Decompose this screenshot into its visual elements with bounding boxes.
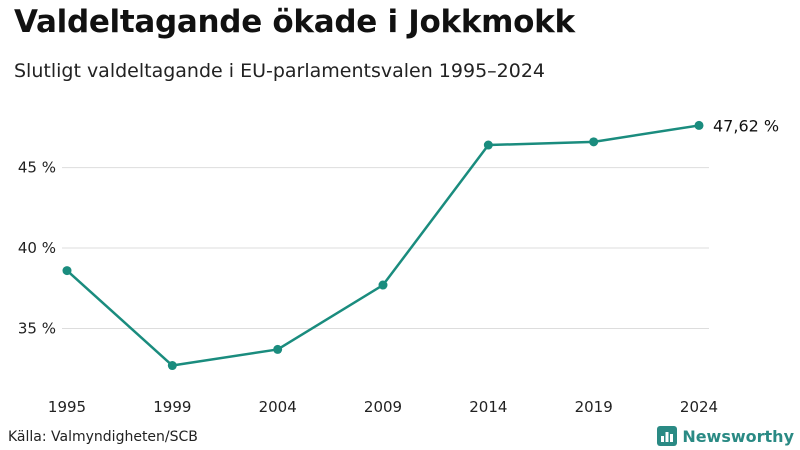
x-tick-label: 1999 bbox=[153, 398, 191, 416]
brand-name: Newsworthy bbox=[682, 426, 794, 446]
chart-title: Valdeltagande ökade i Jokkmokk bbox=[14, 4, 575, 40]
data-point bbox=[167, 361, 177, 371]
source-note: Källa: Valmyndigheten/SCB bbox=[8, 429, 198, 445]
x-tick-label: 2024 bbox=[680, 398, 718, 416]
y-axis-ticks: 35 % 40 % 45 % bbox=[18, 159, 56, 338]
data-point bbox=[273, 344, 283, 354]
data-point bbox=[694, 120, 704, 130]
data-point bbox=[483, 140, 493, 150]
chart-subtitle: Slutligt valdeltagande i EU-parlamentsva… bbox=[14, 60, 546, 82]
brand-logo: Newsworthy bbox=[657, 426, 794, 446]
x-tick-label: 2009 bbox=[364, 398, 402, 416]
series-line bbox=[66, 124, 700, 367]
series-layer: 47,62 % bbox=[62, 116, 779, 371]
end-value-label: 47,62 % bbox=[713, 116, 779, 135]
x-tick-label: 2014 bbox=[469, 398, 507, 416]
data-point bbox=[62, 266, 72, 276]
grid-lines bbox=[62, 167, 709, 330]
y-tick-label: 35 % bbox=[18, 320, 56, 338]
bar-chart-logo-icon bbox=[657, 426, 678, 446]
x-tick-label: 2019 bbox=[575, 398, 613, 416]
x-tick-label: 2004 bbox=[259, 398, 297, 416]
data-point bbox=[589, 137, 599, 147]
x-tick-label: 1995 bbox=[48, 398, 86, 416]
x-axis-ticks: 1995 1999 2004 2009 2014 2019 2024 bbox=[48, 398, 718, 416]
data-point bbox=[378, 280, 388, 290]
y-tick-label: 40 % bbox=[18, 239, 56, 257]
y-tick-label: 45 % bbox=[18, 159, 56, 177]
